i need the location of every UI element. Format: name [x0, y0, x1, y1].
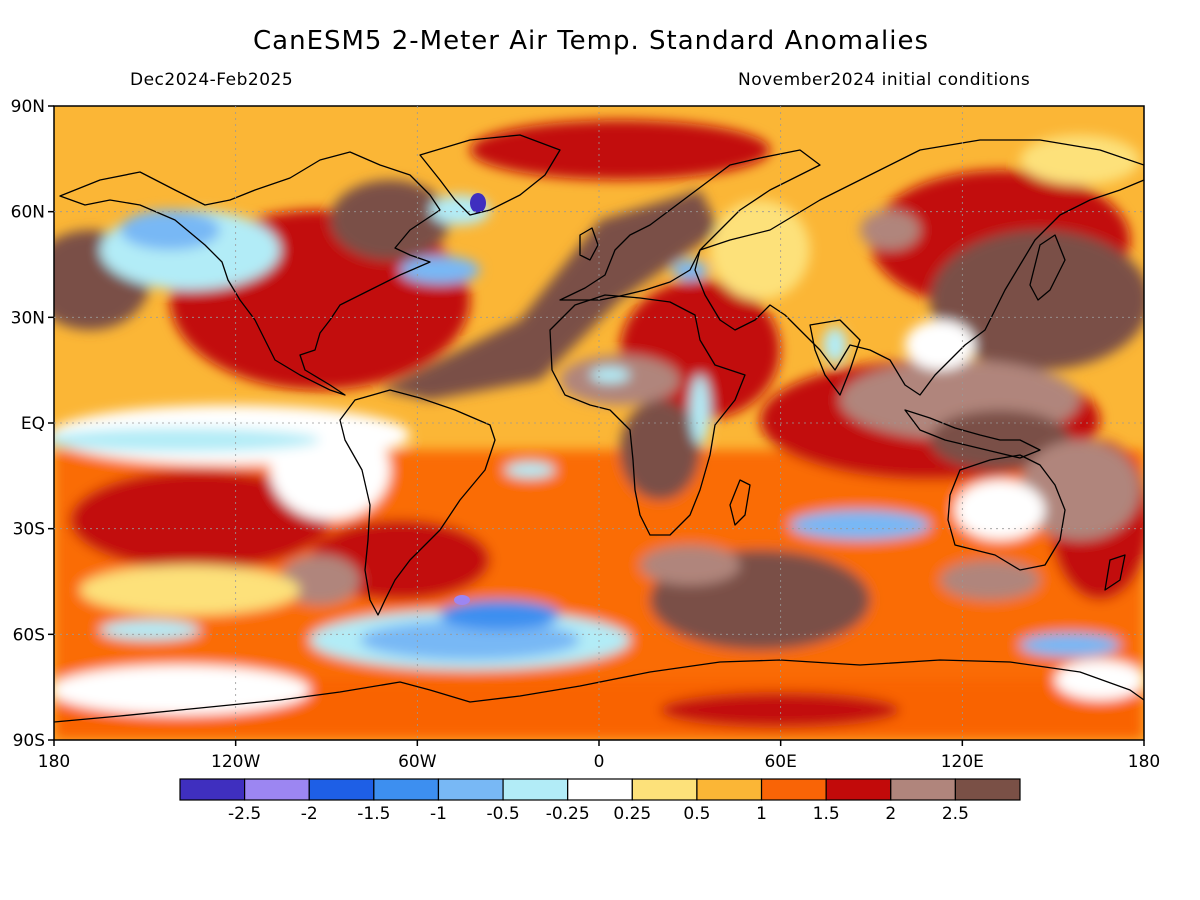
colorbar-label: 2: [885, 804, 896, 824]
colorbar-swatch: [760, 778, 827, 801]
colorbar-swatch: [179, 778, 246, 801]
lon-tick-label: 120W: [211, 752, 260, 772]
colorbar-swatch: [890, 778, 956, 801]
colorbar: [179, 778, 1021, 801]
colorbar-swatch: [244, 778, 310, 801]
colorbar-label: -0.5: [486, 804, 519, 824]
colorbar-label: -2: [301, 804, 318, 824]
colorbar-swatch: [954, 778, 1021, 801]
longitude-axis: 180 120W 60W 0 60E 120E 180: [38, 106, 1160, 772]
lon-tick-label: 180: [1128, 752, 1160, 772]
coastlines: [54, 134, 1144, 723]
colorbar-label: -2.5: [228, 804, 261, 824]
colorbar-label: 1: [756, 804, 767, 824]
lon-tick-label: 120E: [941, 752, 984, 772]
initial-conditions: November2024 initial conditions: [738, 70, 1031, 90]
lat-tick-label: 90S: [13, 731, 45, 751]
forecast-period: Dec2024-Feb2025: [130, 70, 294, 90]
colorbar-labels: -2.5 -2 -1.5 -1 -0.5 -0.25 0.25 0.5 1 1.5 2 2.5: [228, 804, 969, 824]
colorbar-label: -0.25: [546, 804, 590, 824]
colorbar-swatch: [631, 778, 698, 801]
colorbar-label: -1: [430, 804, 447, 824]
colorbar-label: 0.25: [613, 804, 651, 824]
lat-tick-label: 30N: [11, 308, 45, 328]
colorbar-swatch: [567, 778, 633, 801]
lat-tick-label: EQ: [21, 414, 45, 434]
lat-tick-label: 60N: [11, 203, 45, 223]
colorbar-label: 1.5: [813, 804, 840, 824]
lon-tick-label: 60W: [398, 752, 437, 772]
colorbar-label: -1.5: [357, 804, 390, 824]
lat-tick-label: 90N: [11, 97, 45, 117]
lat-tick-label: 60S: [13, 625, 45, 645]
colorbar-swatch: [696, 778, 763, 801]
map-title: CanESM5 2-Meter Air Temp. Standard Anoma…: [253, 26, 929, 56]
colorbar-swatch: [308, 778, 375, 801]
colorbar-label: 0.5: [683, 804, 710, 824]
lat-tick-label: 30S: [13, 520, 45, 540]
lon-tick-label: 0: [594, 752, 605, 772]
colorbar-swatch: [437, 778, 504, 801]
lon-tick-label: 180: [38, 752, 70, 772]
colorbar-swatch: [373, 778, 440, 801]
lon-tick-label: 60E: [764, 752, 796, 772]
colorbar-label: 2.5: [942, 804, 969, 824]
colorbar-swatch: [825, 778, 892, 801]
colorbar-swatch: [502, 778, 569, 801]
